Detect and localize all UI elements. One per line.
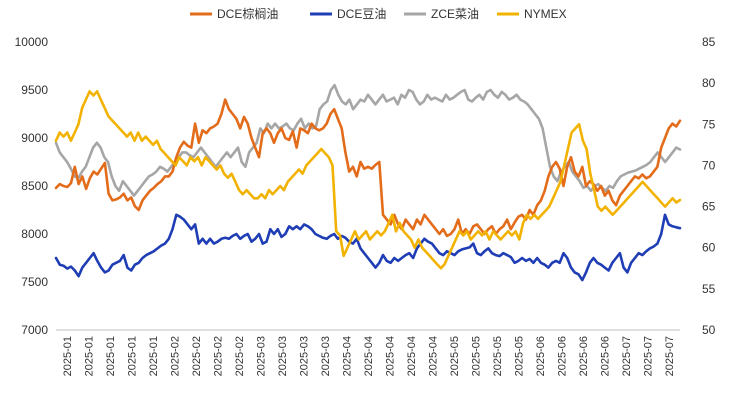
right-y-tick-label: 60 (702, 241, 716, 255)
x-tick-label: 2025-03 (277, 336, 289, 376)
right-y-tick-label: 75 (702, 117, 716, 131)
x-axis: 2025-01 2025-01 2025-01 2025-01 2025-01 2025-… (56, 329, 680, 376)
x-tick-label: 2025-04 (385, 336, 397, 376)
legend-label: NYMEX (524, 7, 567, 21)
left-y-tick-label: 8000 (21, 227, 48, 241)
left-y-axis: 7000 7500 8000 8500 9000 9500 10000 (15, 35, 49, 337)
x-tick-label: 2025-05 (471, 336, 483, 376)
series-lines (54, 83, 682, 282)
x-tick-label: 2025-01 (62, 336, 74, 376)
x-tick-label: 2025-05 (492, 336, 504, 376)
x-tick-label: 2025-01 (105, 336, 117, 376)
series-line-2 (54, 83, 682, 197)
legend-label: DCE豆油 (337, 7, 386, 21)
series-line-1 (54, 213, 682, 282)
x-tick-label: 2025-04 (428, 336, 440, 376)
right-y-tick-label: 70 (702, 158, 716, 172)
x-tick-label: 2025-02 (169, 336, 181, 376)
left-y-tick-label: 10000 (15, 35, 49, 49)
left-y-tick-label: 7500 (21, 275, 48, 289)
left-y-tick-label: 7000 (21, 323, 48, 337)
series-line-3 (54, 90, 682, 270)
x-tick-label: 2025-04 (363, 336, 375, 376)
x-tick-label: 2025-04 (341, 336, 353, 376)
right-y-tick-label: 85 (702, 35, 716, 49)
right-y-tick-label: 80 (702, 76, 716, 90)
x-tick-label: 2025-07 (664, 336, 676, 376)
x-tick-label: 2025-07 (643, 336, 655, 376)
x-tick-label: 2025-05 (449, 336, 461, 376)
right-y-tick-label: 65 (702, 200, 716, 214)
x-tick-label: 2025-01 (148, 336, 160, 376)
x-tick-label: 2025-02 (212, 336, 224, 376)
x-tick-label: 2025-06 (578, 336, 590, 376)
series-line-0 (54, 98, 682, 238)
x-tick-label: 2025-03 (255, 336, 267, 376)
left-y-tick-label: 9500 (21, 83, 48, 97)
legend-label: ZCE菜油 (431, 7, 479, 21)
x-tick-label: 2025-02 (234, 336, 246, 376)
x-tick-label: 2025-06 (600, 336, 612, 376)
right-y-tick-label: 55 (702, 282, 716, 296)
x-tick-label: 2025-02 (191, 336, 203, 376)
right-y-axis: 50 55 60 65 70 75 80 85 (702, 35, 716, 337)
chart-legend: DCE棕榈油 DCE豆油 ZCE菜油 NYMEX (190, 6, 567, 21)
legend-label: DCE棕榈油 (217, 6, 278, 21)
left-y-tick-label: 9000 (21, 131, 48, 145)
left-y-tick-label: 8500 (21, 179, 48, 193)
x-tick-label: 2025-06 (557, 336, 569, 376)
x-tick-label: 2025-03 (298, 336, 310, 376)
x-tick-label: 2025-05 (514, 336, 526, 376)
x-tick-label: 2025-04 (406, 336, 418, 376)
right-y-tick-label: 50 (702, 323, 716, 337)
x-tick-label: 2025-03 (320, 336, 332, 376)
x-tick-label: 2025-01 (83, 336, 95, 376)
x-tick-label: 2025-06 (535, 336, 547, 376)
x-tick-label: 2025-07 (621, 336, 633, 376)
x-tick-label: 2025-01 (126, 336, 138, 376)
